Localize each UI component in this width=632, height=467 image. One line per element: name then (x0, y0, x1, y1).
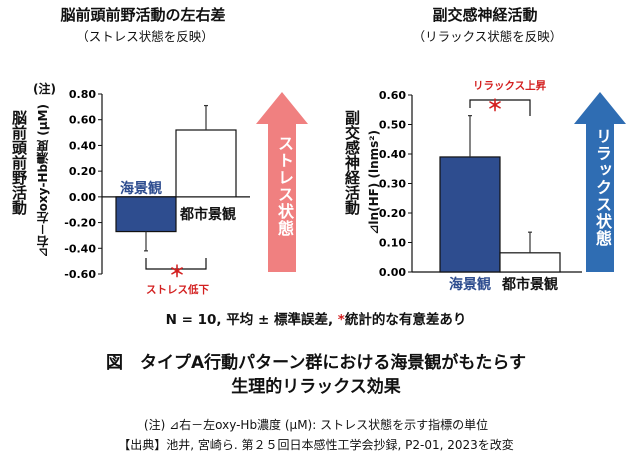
y-tick-label: -0.20 (64, 217, 96, 230)
bar-1 (499, 252, 561, 273)
stats-text: N = 10, 平均 ± 標準誤差, (165, 312, 338, 328)
y-tick-label: -0.40 (64, 242, 96, 255)
y-tick-label: 0.60 (69, 114, 96, 127)
y-tick-label: 0.10 (379, 237, 406, 250)
figure-caption-line1: 図 タイプA行動パターン群における海景観がもたらす (106, 353, 526, 373)
right-sig-label: リラックス上昇 (473, 80, 547, 92)
y-tick-label: 0.40 (69, 139, 96, 152)
significance-bracket (469, 99, 531, 116)
right-side-label: 副交感神経活動 (343, 110, 361, 215)
y-tick-label: 0.40 (379, 148, 406, 161)
y-tick-label: 0.00 (379, 266, 406, 279)
stress-arrow-icon (256, 92, 308, 272)
source-note: 【出典】池井, 宮崎ら. 第２５回日本感性工学会抄録, P2-01, 2023を… (118, 438, 514, 452)
stress-arrow-label: ストレス状態 (275, 135, 294, 237)
stats-star: * (337, 312, 345, 328)
bar-1 (175, 129, 237, 198)
y-tick-label: 0.20 (69, 165, 96, 178)
stats-tail: 統計的な有意差あり (344, 312, 467, 328)
note-marker: (注) (33, 82, 56, 96)
left-chart-subtitle: （ストレス状態を反映） (76, 29, 214, 44)
relax-arrow-label: リラックス状態 (593, 128, 612, 247)
category-label-0: 海景観 (449, 276, 491, 293)
y-tick-label: 0.50 (379, 119, 406, 132)
left-chart-title: 脳前頭前野活動の左右差 (60, 6, 226, 24)
left-sig-star: ＊ (169, 262, 186, 281)
right-chart-title: 副交感神経活動 (432, 6, 538, 24)
significance-bracket (145, 258, 207, 270)
figure-caption-line2: 生理的リラックス効果 (231, 377, 401, 397)
unit-note: (注) ⊿右－左oxy-Hb濃度 (µM): ストレス状態を示す指標の単位 (143, 418, 489, 432)
y-tick-label: 0.60 (379, 89, 406, 102)
y-tick-label: -0.60 (64, 268, 96, 281)
y-tick-label: 0.30 (379, 178, 406, 191)
left-sig-label: ストレス低下 (146, 284, 209, 296)
left-side-label: 脳前頭前野活動 (10, 110, 28, 215)
bar-0 (439, 156, 501, 273)
left-bar-chart: 0.80 0.60 0.40 0.20 0.00 -0.20 -0.40 -0.60 海景観都市… (64, 88, 250, 281)
y-tick-label: 0.80 (69, 88, 96, 101)
y-tick-label: 0.00 (69, 191, 96, 204)
stats-footnote: N = 10, 平均 ± 標準誤差, *統計的な有意差あり (0, 308, 632, 328)
right-sig-star: ＊ (487, 96, 504, 115)
right-chart-subtitle: （リラックス状態を反映） (412, 29, 563, 44)
bar-0 (115, 196, 177, 233)
category-label-1: 都市景観 (501, 276, 558, 293)
right-bar-chart: 0.60 0.50 0.40 0.30 0.20 0.10 0.00 海景観 都市景観 (379, 89, 582, 293)
category-label-0: 海景観 (120, 180, 162, 197)
y-tick-label: 0.20 (379, 207, 406, 220)
relax-arrow-icon (574, 92, 626, 272)
category-label-1: 都市景観 (179, 206, 236, 223)
